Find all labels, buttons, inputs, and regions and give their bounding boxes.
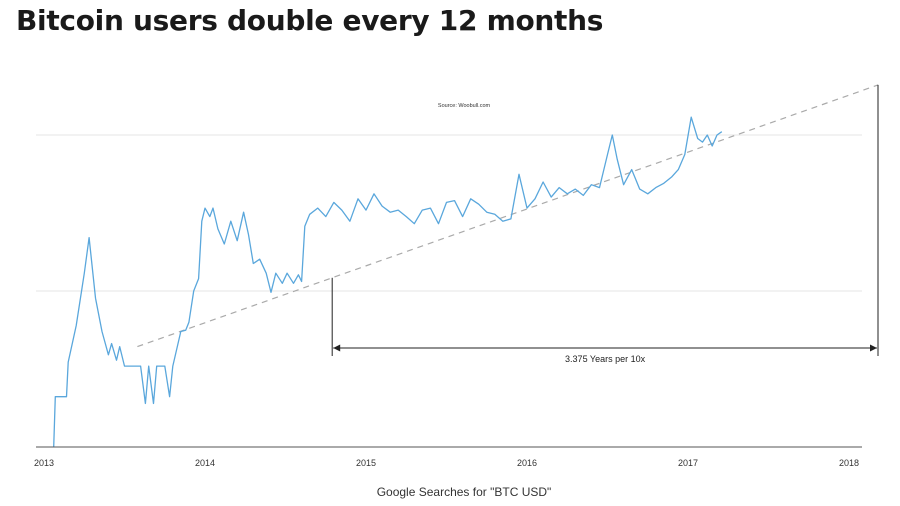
x-tick-labels: 2013 2014 2015 2016 2017 2018 (34, 458, 859, 468)
x-tick-label: 2015 (356, 458, 376, 468)
annotation-arrowhead-right (870, 344, 877, 352)
series-line (53, 116, 723, 448)
annotation: 3.375 Years per 10x (331, 84, 879, 364)
series-group (53, 116, 723, 448)
gridlines (36, 134, 862, 448)
x-tick-label: 2017 (678, 458, 698, 468)
source-label: Source: Woobull.com (438, 103, 491, 109)
x-tick-label: 2014 (195, 458, 215, 468)
x-tick-label: 2018 (839, 458, 859, 468)
trend-line (137, 84, 879, 348)
annotation-label: 3.375 Years per 10x (565, 354, 646, 364)
x-axis-label: Google Searches for "BTC USD" (377, 485, 552, 499)
annotation-arrowhead-left (333, 344, 341, 352)
x-tick-label: 2016 (517, 458, 537, 468)
trend-line-path (137, 84, 879, 348)
x-tick-label: 2013 (34, 458, 54, 468)
page-title: Bitcoin users double every 12 months (16, 4, 604, 37)
